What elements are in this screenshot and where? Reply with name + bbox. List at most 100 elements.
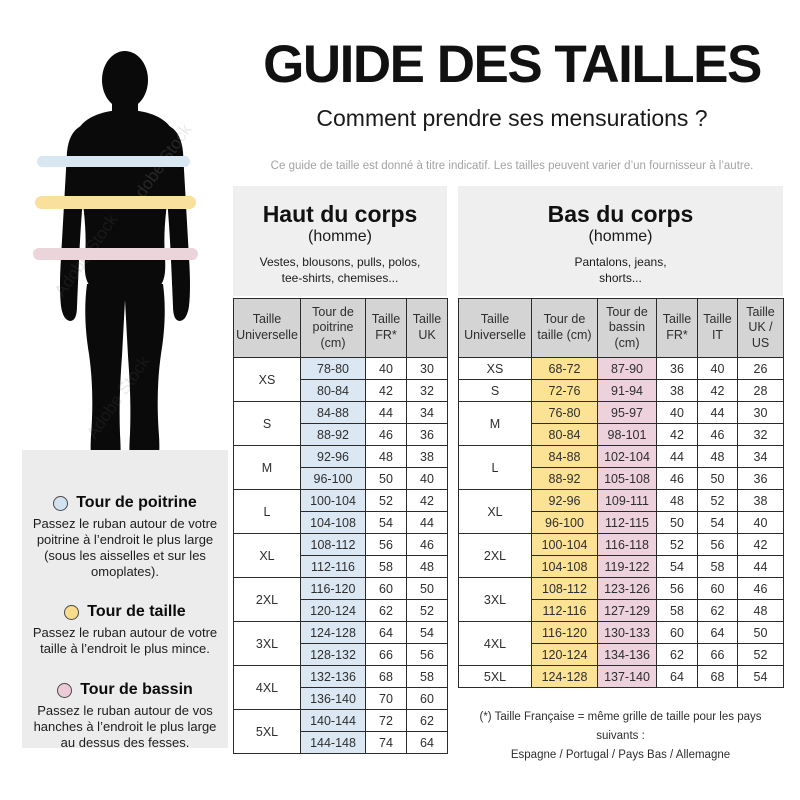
value-cell: 40 — [697, 357, 738, 380]
legend-description: Passez le ruban autour de vos hanches à … — [33, 703, 217, 750]
footnote-line: Espagne / Portugal / Pays Bas / Allemagn… — [510, 748, 731, 761]
table-row: 2XL 100-104 116-118 52 56 42 — [458, 533, 784, 578]
value-cell: 62 — [406, 709, 448, 732]
value-cell: 144-148 — [300, 731, 366, 754]
column-header: Taille Universelle — [233, 298, 301, 358]
value-cell: 48 — [365, 445, 407, 468]
table-row: 4XL 116-120 130-133 60 64 50 — [458, 621, 784, 666]
size-cell: S — [233, 401, 301, 446]
value-cell: 32 — [737, 423, 784, 446]
value-cell: 48 — [697, 445, 738, 468]
value-cell: 44 — [406, 511, 448, 534]
value-cell: 116-118 — [597, 533, 657, 556]
value-cell: 92-96 — [531, 489, 598, 512]
size-cell: 5XL — [233, 709, 301, 754]
value-cell: 40 — [365, 357, 407, 380]
value-cell: 40 — [737, 511, 784, 534]
value-cell: 102-104 — [597, 445, 657, 468]
value-cell: 100-104 — [300, 489, 366, 512]
table-row: 80-84 42 32 — [234, 379, 448, 402]
value-cell: 48 — [656, 489, 698, 512]
value-cell: 98-101 — [597, 423, 657, 446]
value-cell: 58 — [406, 665, 448, 688]
table-row: 128-132 66 56 — [234, 643, 448, 666]
value-cell: 76-80 — [531, 401, 598, 424]
value-cell: 60 — [697, 577, 738, 600]
value-cell: 34 — [406, 401, 448, 424]
chest-band — [37, 156, 190, 167]
size-cell: 3XL — [458, 577, 532, 622]
column-header: Taille FR* — [656, 298, 698, 358]
value-cell: 58 — [365, 555, 407, 578]
size-cell: XS — [458, 357, 532, 380]
size-cell: XL — [458, 489, 532, 534]
value-cell: 91-94 — [597, 379, 657, 402]
value-cell: 42 — [365, 379, 407, 402]
measurement-legend: Tour de poitrine Passez le ruban autour … — [22, 450, 228, 751]
table-row: 88-92 46 36 — [234, 423, 448, 446]
section-subtitle: (homme) — [307, 228, 372, 245]
value-cell: 68 — [697, 665, 738, 688]
value-cell: 68-72 — [531, 357, 598, 380]
table-row: 120-124 62 52 — [234, 599, 448, 622]
page-subtitle: Comment prendre ses mensurations ? — [316, 105, 708, 131]
value-cell: 64 — [365, 621, 407, 644]
legend-item-hips: Tour de bassin Passez le ruban autour de… — [22, 681, 228, 751]
size-cell: XS — [233, 357, 301, 402]
value-cell: 124-128 — [300, 621, 366, 644]
size-cell: 2XL — [458, 533, 532, 578]
size-cell: L — [458, 445, 532, 490]
value-cell: 84-88 — [300, 401, 366, 424]
size-cell: XL — [233, 533, 301, 578]
value-cell: 46 — [656, 467, 698, 490]
header-row: Taille Universelle Tour de poitrine (cm) T… — [233, 298, 448, 358]
value-cell: 134-136 — [597, 643, 657, 666]
value-cell: 52 — [697, 489, 738, 512]
table-row: 5XL 140-144 72 62 — [233, 709, 448, 754]
section-description: Pantalons, jeans, shorts... — [458, 255, 783, 286]
section-title: Bas du corps — [547, 201, 694, 227]
value-cell: 116-120 — [300, 577, 366, 600]
table-row: L 100-104 52 42 — [233, 489, 448, 534]
column-header: Taille UK — [406, 298, 448, 358]
table-row: XS 68-72 87-90 36 40 26 — [458, 357, 784, 380]
legend-description: Passez le ruban autour de votre taille à… — [32, 625, 218, 657]
column-header: Tour de poitrine (cm) — [300, 298, 366, 358]
header-row: Taille Universelle Tour de taille (cm) Tou… — [458, 298, 784, 358]
value-cell: 120-124 — [300, 599, 366, 622]
value-cell: 66 — [697, 643, 738, 666]
waist-band — [35, 196, 196, 209]
section-subtitle: (homme) — [588, 228, 653, 245]
value-cell: 42 — [656, 423, 698, 446]
value-cell: 124-128 — [531, 665, 598, 688]
size-cell: M — [233, 445, 301, 490]
value-cell: 104-108 — [531, 555, 598, 578]
column-header: Taille Universelle — [458, 298, 532, 358]
value-cell: 44 — [737, 555, 784, 578]
value-cell: 62 — [697, 599, 738, 622]
value-cell: 80-84 — [531, 423, 598, 446]
value-cell: 46 — [697, 423, 738, 446]
value-cell: 38 — [737, 489, 784, 512]
value-cell: 105-108 — [597, 467, 657, 490]
value-cell: 68 — [365, 665, 407, 688]
table-header-row: Taille Universelle Tour de taille (cm) Tou… — [458, 298, 784, 358]
value-cell: 54 — [406, 621, 448, 644]
value-cell: 100-104 — [531, 533, 598, 556]
value-cell: 96-100 — [531, 511, 598, 534]
value-cell: 50 — [656, 511, 698, 534]
value-cell: 119-122 — [597, 555, 657, 578]
value-cell: 64 — [406, 731, 448, 754]
value-cell: 52 — [406, 599, 448, 622]
value-cell: 88-92 — [531, 467, 598, 490]
value-cell: 58 — [656, 599, 698, 622]
table-row: 120-124 134-136 62 66 52 — [459, 643, 784, 666]
male-silhouette-icon: Adobe Stock Adobe Stock Adobe Stock — [33, 51, 198, 450]
value-cell: 50 — [406, 577, 448, 600]
value-cell: 38 — [406, 445, 448, 468]
table-header-row: Taille Universelle Tour de poitrine (cm) T… — [233, 298, 448, 358]
section-description: Vestes, blousons, pulls, polos, tee-shir… — [233, 255, 447, 286]
value-cell: 44 — [656, 445, 698, 468]
value-cell: 26 — [737, 357, 784, 380]
value-cell: 66 — [365, 643, 407, 666]
